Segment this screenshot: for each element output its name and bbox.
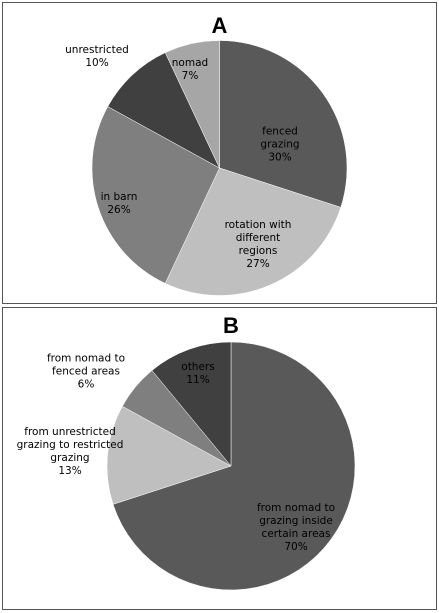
slice-name: rotation with different regions — [224, 219, 292, 257]
slice-value: 70% — [284, 541, 308, 553]
slice-name: nomad — [171, 57, 209, 69]
slice-label: from unrestricted grazing to restricted … — [13, 426, 128, 478]
slice-label: rotation with different regions 27% — [216, 219, 301, 271]
slice-value: 30% — [268, 151, 292, 164]
slice-name: from unrestricted grazing to restricted … — [16, 426, 124, 464]
slice-label: from nomad to grazing inside certain are… — [249, 502, 344, 554]
pie-slice — [151, 341, 232, 467]
pie-slice — [91, 106, 220, 284]
slice-label: nomad 7% — [165, 57, 215, 83]
pie-slice — [106, 405, 232, 505]
slice-value: 6% — [77, 378, 95, 391]
pie-slice — [164, 167, 342, 296]
chart-title: B — [223, 313, 239, 338]
chart-title: A — [212, 13, 228, 38]
slice-label: others 11% — [173, 361, 223, 387]
slice-name: others — [181, 361, 215, 373]
pie-slice — [112, 341, 356, 591]
slice-value: 13% — [58, 465, 82, 477]
slice-label: unrestricted 10% — [57, 44, 137, 70]
slice-value: 11% — [186, 374, 210, 386]
pie-slice — [219, 40, 348, 208]
slice-name: from nomad to fenced areas — [46, 352, 126, 378]
slice-name: in barn — [100, 191, 138, 203]
slice-name: from nomad to grazing inside certain are… — [256, 502, 336, 540]
pie-slice — [164, 40, 220, 169]
slice-name: fenced grazing — [260, 125, 300, 151]
pie-slice — [107, 52, 221, 169]
slice-label: fenced grazing 30% — [250, 126, 310, 165]
slice-value: 10% — [85, 57, 109, 69]
slice-name: unrestricted — [65, 44, 129, 56]
slice-value: 27% — [246, 258, 270, 270]
slice-value: 26% — [107, 204, 131, 216]
slice-label: from nomad to fenced areas 6% — [44, 353, 129, 392]
slice-value: 7% — [181, 70, 199, 82]
slice-label: in barn 26% — [94, 191, 144, 217]
